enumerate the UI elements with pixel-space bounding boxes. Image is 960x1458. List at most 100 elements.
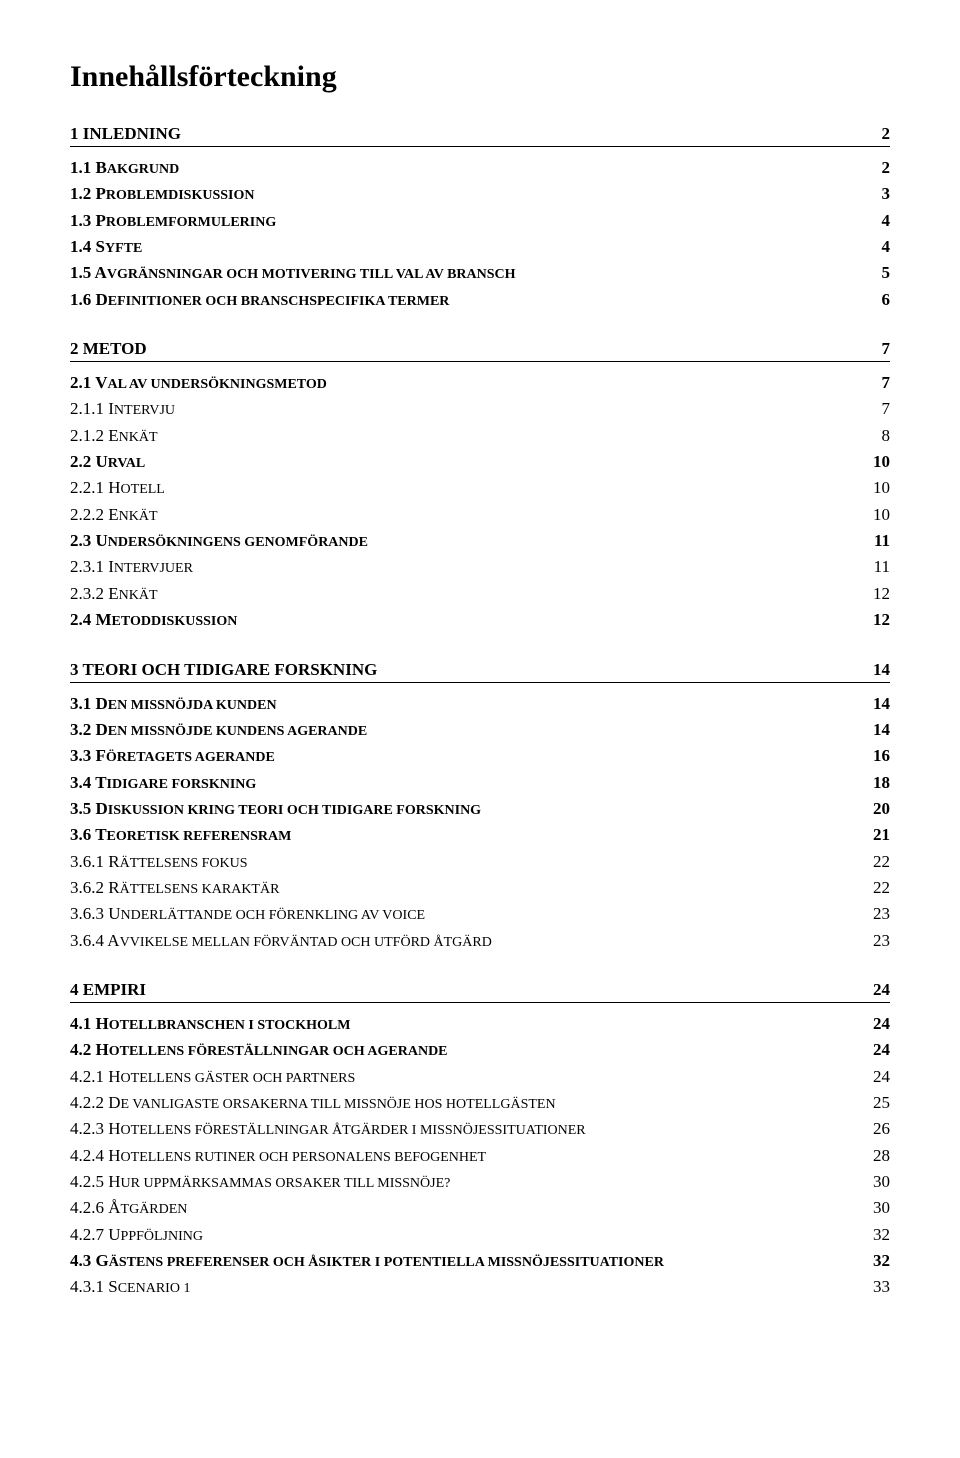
toc-entry-label: 3.6 TEORETISK REFERENSRAM — [70, 822, 291, 848]
toc-entry-page: 11 — [874, 554, 890, 580]
section-heading-page: 7 — [882, 339, 891, 359]
toc-entry-prefix: 3.1 D — [70, 694, 108, 713]
toc-entry-rest: ÄTTELSENS FOKUS — [120, 856, 248, 871]
toc-entry-page: 32 — [873, 1222, 890, 1248]
toc-entry: 4.1 HOTELLBRANSCHEN I STOCKHOLM24 — [70, 1011, 890, 1037]
toc-entry-label: 3.6.4 AVVIKELSE MELLAN FÖRVÄNTAD OCH UTF… — [70, 928, 492, 954]
toc-entry-label: 3.4 TIDIGARE FORSKNING — [70, 770, 256, 796]
toc-entry-prefix: 4.3 G — [70, 1251, 109, 1270]
toc-entry-prefix: 2.3.1 I — [70, 557, 114, 576]
toc-entry-page: 12 — [873, 607, 890, 633]
toc-entry-rest: OTELLENS RUTINER OCH PERSONALENS BEFOGEN… — [121, 1150, 487, 1165]
toc-entry-page: 24 — [873, 1037, 890, 1063]
toc-entry-page: 16 — [873, 743, 890, 769]
toc-entry-prefix: 4.2.1 H — [70, 1067, 121, 1086]
toc-entry: 3.6.2 RÄTTELSENS KARAKTÄR22 — [70, 875, 890, 901]
toc-entry: 3.6.1 RÄTTELSENS FOKUS 22 — [70, 849, 890, 875]
toc-entry-label: 3.5 DISKUSSION KRING TEORI OCH TIDIGARE … — [70, 796, 481, 822]
toc-entry-label: 4.2.3 HOTELLENS FÖRESTÄLLNINGAR ÅTGÄRDER… — [70, 1116, 586, 1142]
toc-entry-page: 10 — [873, 449, 890, 475]
toc-entry-label: 2.1.1 INTERVJU — [70, 396, 175, 422]
toc-entry-prefix: 2.1.2 E — [70, 426, 119, 445]
toc-entry-page: 32 — [873, 1248, 890, 1274]
toc-entry-prefix: 3.5 D — [70, 799, 108, 818]
toc-entry-prefix: 3.6.2 R — [70, 878, 120, 897]
section-heading: 3 TEORI OCH TIDIGARE FORSKNING14 — [70, 660, 890, 683]
toc-entry-label: 2.4 METODDISKUSSION — [70, 607, 237, 633]
toc-entry: 1.2 PROBLEMDISKUSSION 3 — [70, 181, 890, 207]
toc-entry: 4.2.5 HUR UPPMÄRKSAMMAS ORSAKER TILL MIS… — [70, 1169, 890, 1195]
toc-entry: 2.3.1 INTERVJUER11 — [70, 554, 890, 580]
toc-entry-label: 2.3.2 ENKÄT — [70, 581, 158, 607]
toc-entry-page: 14 — [873, 717, 890, 743]
toc-entry-label: 4.2.5 HUR UPPMÄRKSAMMAS ORSAKER TILL MIS… — [70, 1169, 450, 1195]
toc-entry-label: 3.2 DEN MISSNÖJDE KUNDENS AGERANDE — [70, 717, 367, 743]
toc-entry-rest: AL AV UNDERSÖKNINGSMETOD — [107, 377, 326, 392]
toc-entry-prefix: 1.3 P — [70, 211, 106, 230]
toc-entry: 2.1.1 INTERVJU7 — [70, 396, 890, 422]
toc-entry-page: 12 — [873, 581, 890, 607]
toc-entry-prefix: 4.2.2 D — [70, 1093, 121, 1112]
toc-entry-rest: EFINITIONER OCH BRANSCHSPECIFIKA TERMER — [108, 294, 450, 309]
toc-entry-rest: EN MISSNÖJDA KUNDEN — [108, 698, 277, 713]
toc-entry-page: 18 — [873, 770, 890, 796]
toc-entry-prefix: 1.5 A — [70, 263, 107, 282]
toc-entry-page: 20 — [873, 796, 890, 822]
toc-entry-rest: OTELLBRANSCHEN I STOCKHOLM — [109, 1018, 351, 1033]
section-heading: 2 METOD 7 — [70, 339, 890, 362]
toc-entry-page: 28 — [873, 1143, 890, 1169]
toc-entry-rest: EN MISSNÖJDE KUNDENS AGERANDE — [108, 724, 367, 739]
toc-entry-page: 10 — [873, 475, 890, 501]
toc-entry-label: 4.2 HOTELLENS FÖRESTÄLLNINGAR OCH AGERAN… — [70, 1037, 448, 1063]
section-heading-label: 3 TEORI OCH TIDIGARE FORSKNING — [70, 660, 377, 680]
toc-entry-rest: OTELLENS FÖRESTÄLLNINGAR OCH AGERANDE — [109, 1044, 448, 1059]
toc-entry-label: 2.1 VAL AV UNDERSÖKNINGSMETOD — [70, 370, 327, 396]
toc-entry-page: 8 — [882, 423, 891, 449]
section-heading-label: 1 INLEDNING — [70, 124, 181, 144]
toc-entry-label: 4.2.4 HOTELLENS RUTINER OCH PERSONALENS … — [70, 1143, 486, 1169]
toc-entry: 4.2.3 HOTELLENS FÖRESTÄLLNINGAR ÅTGÄRDER… — [70, 1116, 890, 1142]
toc-entry: 4.3.1 SCENARIO 1 33 — [70, 1274, 890, 1300]
toc-entry: 3.6 TEORETISK REFERENSRAM21 — [70, 822, 890, 848]
toc-entry-label: 3.6.1 RÄTTELSENS FOKUS — [70, 849, 248, 875]
toc-entry: 2.2.2 ENKÄT10 — [70, 502, 890, 528]
toc-entry-page: 23 — [873, 928, 890, 954]
section-heading-label: 2 METOD — [70, 339, 147, 359]
toc-entry-rest: NKÄT — [119, 588, 158, 603]
toc-entry-prefix: 3.6.3 U — [70, 904, 121, 923]
toc-entry-prefix: 2.1 V — [70, 373, 107, 392]
toc-entry-page: 33 — [873, 1274, 890, 1300]
toc-entry: 3.5 DISKUSSION KRING TEORI OCH TIDIGARE … — [70, 796, 890, 822]
toc-entry-prefix: 3.6.1 R — [70, 852, 120, 871]
toc-entry-label: 1.2 PROBLEMDISKUSSION — [70, 181, 254, 207]
toc-entry-rest: ROBLEMDISKUSSION — [106, 188, 255, 203]
toc-entry-page: 24 — [873, 1011, 890, 1037]
toc-entry-prefix: 3.6 T — [70, 825, 107, 844]
toc-entry-page: 22 — [873, 875, 890, 901]
toc-entry: 4.2.1 HOTELLENS GÄSTER OCH PARTNERS24 — [70, 1064, 890, 1090]
section-heading: 1 INLEDNING2 — [70, 124, 890, 147]
toc-entry-rest: OTELL — [121, 482, 165, 497]
toc-entry-prefix: 4.3.1 S — [70, 1277, 118, 1296]
toc-entry-rest: ISKUSSION KRING TEORI OCH TIDIGARE FORSK… — [108, 803, 481, 818]
toc-entry-prefix: 1.2 P — [70, 184, 106, 203]
toc-entry-page: 22 — [873, 849, 890, 875]
toc-entry-page: 26 — [873, 1116, 890, 1142]
toc-entry: 2.1 VAL AV UNDERSÖKNINGSMETOD7 — [70, 370, 890, 396]
toc-entry-prefix: 4.2.5 H — [70, 1172, 121, 1191]
toc-entry: 4.2.6 ÅTGÄRDEN30 — [70, 1195, 890, 1221]
toc-entry-rest: VVIKELSE MELLAN FÖRVÄNTAD OCH UTFÖRD ÅTG… — [120, 935, 492, 950]
toc-entry-page: 3 — [882, 181, 891, 207]
toc-entry-label: 4.2.7 UPPFÖLJNING — [70, 1222, 203, 1248]
section-heading-label: 4 EMPIRI — [70, 980, 146, 1000]
toc-entry-prefix: 4.2.4 H — [70, 1146, 121, 1165]
toc-entry-rest: NDERLÄTTANDE OCH FÖRENKLING AV VOICE — [121, 908, 426, 923]
toc-entry-rest: EORETISK REFERENSRAM — [107, 829, 292, 844]
toc-entry-page: 25 — [873, 1090, 890, 1116]
toc-entry-prefix: 3.6.4 A — [70, 931, 120, 950]
toc-entry-rest: CENARIO 1 — [118, 1281, 191, 1296]
toc-entry-label: 4.3.1 SCENARIO 1 — [70, 1274, 190, 1300]
table-of-contents: 1 INLEDNING21.1 BAKGRUND21.2 PROBLEMDISK… — [70, 124, 890, 1301]
toc-entry: 3.6.3 UNDERLÄTTANDE OCH FÖRENKLING AV VO… — [70, 901, 890, 927]
toc-entry: 1.4 SYFTE4 — [70, 234, 890, 260]
